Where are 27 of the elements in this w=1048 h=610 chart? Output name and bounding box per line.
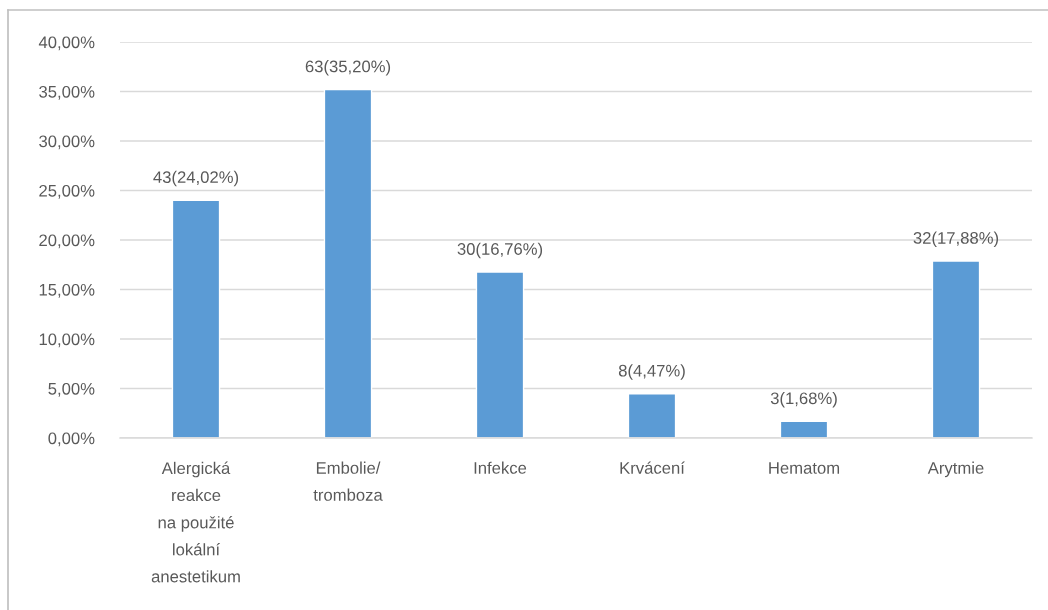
bar	[627, 393, 677, 438]
y-tick-label: 25,00%	[39, 184, 95, 199]
y-tick-label: 5,00%	[48, 382, 95, 397]
x-tick-label: Embolie/ tromboza	[313, 461, 383, 501]
x-tick-label: Hematom	[769, 462, 840, 474]
bar	[779, 420, 829, 438]
bar	[475, 271, 525, 438]
x-tick-label: Krvácení	[620, 461, 685, 474]
x-tick-label: Alergická reakce na použité lokální anestetikum	[151, 461, 240, 583]
data-label: 30(16,76%)	[457, 242, 543, 259]
bar	[323, 88, 373, 438]
y-tick-label: 40,00%	[38, 36, 95, 51]
y-tick-label: 30,00%	[39, 135, 95, 150]
data-label: 32(17,88%)	[913, 231, 999, 248]
x-tick-label: Arytmie	[927, 461, 984, 478]
y-tick-label: 35,00%	[39, 85, 95, 100]
y-tick-label: 10,00%	[39, 333, 95, 348]
y-tick-label: 20,00%	[39, 234, 95, 249]
bar	[931, 260, 981, 438]
data-label: 3(1,68%)	[770, 391, 837, 408]
bar	[171, 199, 221, 438]
data-label: 8(4,47%)	[618, 364, 685, 380]
data-label: 43(24,02%)	[153, 170, 239, 187]
x-tick-label: Infekce	[474, 461, 527, 474]
y-tick-label: 0,00%	[48, 432, 95, 447]
data-label: 63(35,20%)	[305, 60, 391, 76]
y-tick-label: 15,00%	[39, 283, 95, 298]
